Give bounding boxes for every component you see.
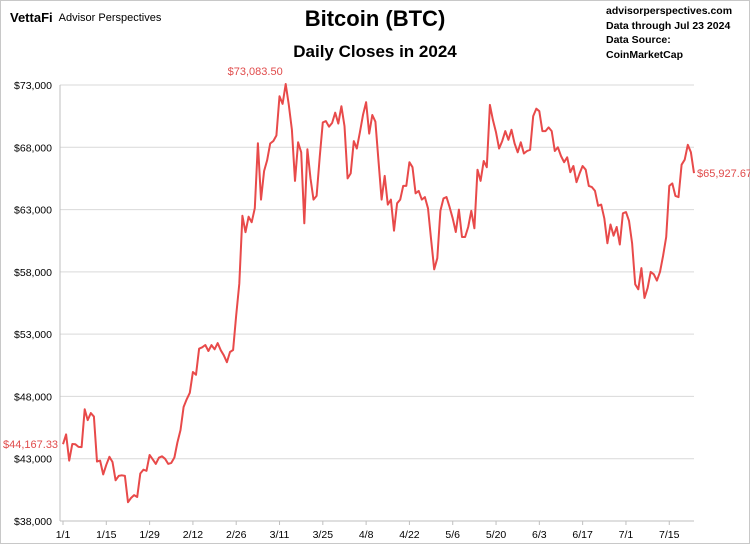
y-tick-label: $58,000 <box>14 267 52 279</box>
chart-title: Bitcoin (BTC) <box>304 6 446 31</box>
x-tick-label: 4/8 <box>359 529 374 541</box>
y-tick-label: $38,000 <box>14 516 52 528</box>
brand-logo: VettaFi Advisor Perspectives <box>10 10 161 25</box>
series-group <box>62 83 695 504</box>
y-tick-label: $48,000 <box>14 391 52 403</box>
x-tick-label: 5/6 <box>445 529 460 541</box>
annotation-peak: $73,083.50 <box>228 66 283 78</box>
source-date: Data through Jul 23 2024 <box>606 19 731 32</box>
x-tick-label: 1/29 <box>139 529 160 541</box>
x-tick-label: 6/17 <box>572 529 593 541</box>
annotations: $44,167.33 $73,083.50 $65,927.67 <box>3 66 750 451</box>
x-tick-label: 3/25 <box>313 529 334 541</box>
y-tick-label: $68,000 <box>14 142 52 154</box>
x-tick-label: 7/15 <box>659 529 680 541</box>
x-tick-label: 2/26 <box>226 529 247 541</box>
btc-price-line <box>62 83 695 504</box>
x-tick-label: 6/3 <box>532 529 547 541</box>
x-tick-label: 1/15 <box>96 529 117 541</box>
x-tick-label: 2/12 <box>183 529 204 541</box>
chart-subtitle: Daily Closes in 2024 <box>293 42 457 61</box>
x-tick-label: 4/22 <box>399 529 420 541</box>
annotation-end: $65,927.67 <box>697 168 750 180</box>
logo-brand-text: VettaFi <box>10 10 53 25</box>
logo-sub-text: Advisor Perspectives <box>58 11 162 24</box>
y-tick-label: $43,000 <box>14 454 52 466</box>
x-axis-ticks: 1/1 1/15 1/29 2/12 2/26 3/11 3/25 4/8 4/22 5/6 5/2… <box>56 521 680 541</box>
y-axis-ticks: $38,000 $43,000 $48,000 $53,000 $58,000 $63,0… <box>14 80 52 528</box>
x-tick-label: 3/11 <box>270 529 290 541</box>
y-tick-label: $53,000 <box>14 329 52 341</box>
x-tick-label: 7/1 <box>619 529 634 541</box>
x-tick-label: 1/1 <box>56 529 71 541</box>
source-block: advisorperspectives.com Data through Jul… <box>606 4 750 62</box>
y-tick-label: $73,000 <box>14 80 52 92</box>
source-url: advisorperspectives.com <box>606 5 733 17</box>
annotation-start: $44,167.33 <box>3 439 58 451</box>
axes <box>59 85 694 522</box>
source-provider: Data Source: CoinMarketCap <box>606 34 684 61</box>
y-tick-label: $63,000 <box>14 205 52 217</box>
x-tick-label: 5/20 <box>486 529 507 541</box>
